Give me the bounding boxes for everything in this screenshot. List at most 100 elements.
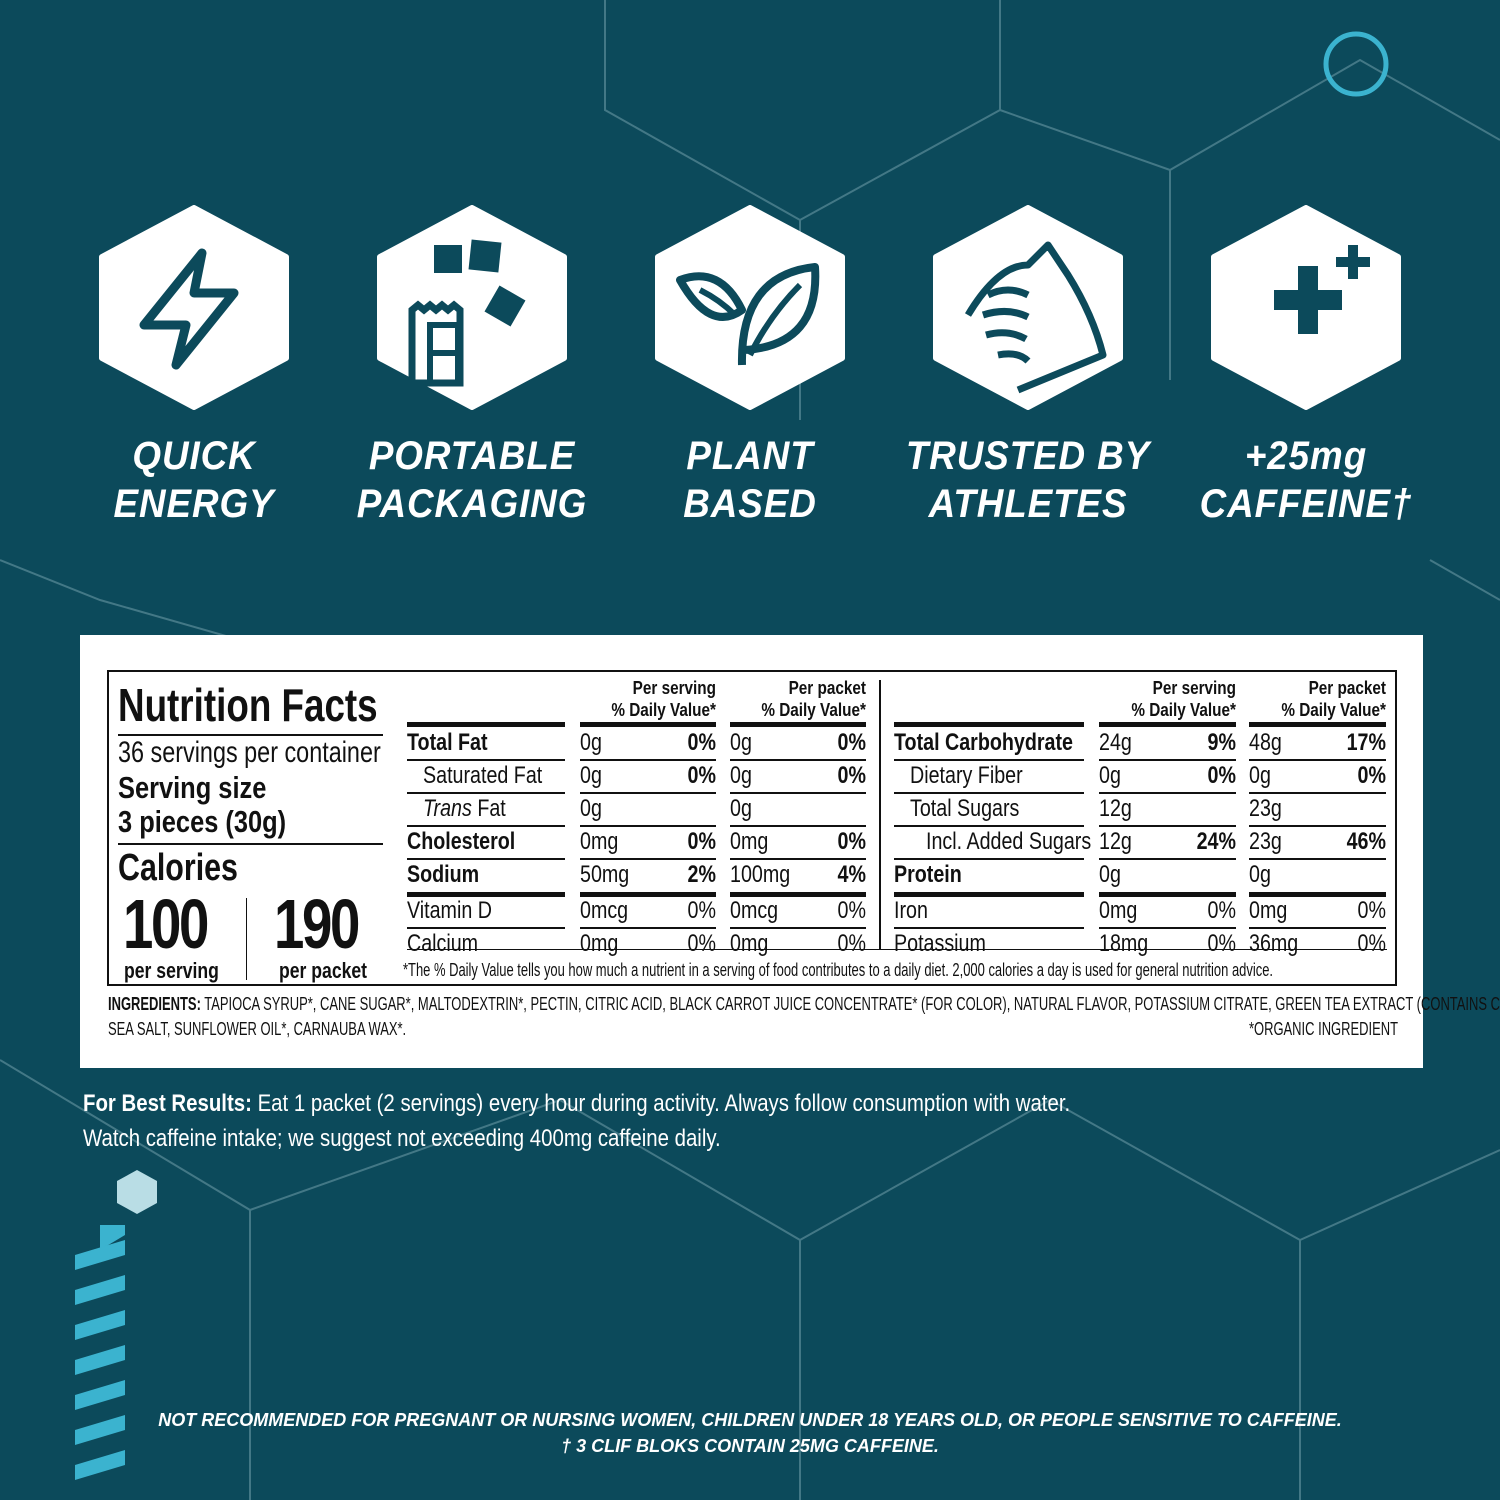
calories-per-packet: 190 <box>274 885 360 963</box>
serving-percent: 9% <box>1207 729 1236 756</box>
row-divider <box>894 927 1084 929</box>
row-divider <box>407 927 565 929</box>
packet-amount: 0g <box>730 762 752 789</box>
per-packet-header: Per packet <box>788 678 866 698</box>
serving-size-label: Serving size <box>118 770 267 805</box>
feature-badge <box>1206 205 1406 410</box>
calories-per-serving-label: per serving <box>124 958 219 983</box>
row-divider <box>1249 892 1386 897</box>
packet-percent: 0% <box>1357 930 1386 957</box>
feature-label: QUICK ENERGY <box>47 432 341 528</box>
best-results-line-2: Watch caffeine intake; we suggest not ex… <box>83 1125 721 1152</box>
ingredients-label: INGREDIENTS: <box>108 994 201 1014</box>
serving-amount: 0g <box>580 762 602 789</box>
nutrition-panel: Nutrition Facts 36 servings per containe… <box>80 635 1500 1068</box>
feature-label: TRUSTED BY ATHLETES <box>881 432 1175 528</box>
best-results-line-1: For Best Results: Eat 1 packet (2 servin… <box>83 1090 1070 1118</box>
packet-amount: 23g <box>1249 795 1282 822</box>
row-divider <box>894 892 1084 897</box>
feature-badge <box>928 205 1128 410</box>
nutrient-label: Total Sugars <box>910 795 1020 822</box>
per-serving-dv-header: % Daily Value* <box>611 700 716 720</box>
feature-label-line: BASED <box>683 482 817 526</box>
nutrient-label: Incl. Added Sugars <box>926 828 1092 855</box>
feature-label-line: ATHLETES <box>928 482 1128 526</box>
feature-label-line: ENERGY <box>113 482 275 526</box>
feature-label-line: +25mg <box>1244 434 1368 478</box>
serving-amount: 0mg <box>580 930 619 957</box>
serving-amount: 24g <box>1099 729 1132 756</box>
packet-percent: 0% <box>1357 897 1386 924</box>
serving-size-value: 3 pieces (30g) <box>118 804 287 839</box>
packet-amount: 0mg <box>730 930 769 957</box>
feature-label-line: TRUSTED BY <box>905 434 1151 478</box>
row-divider <box>1099 892 1236 897</box>
serving-percent: 0% <box>687 897 716 924</box>
row-divider <box>407 792 565 794</box>
per-packet-dv-header: % Daily Value* <box>761 700 866 720</box>
servings-per-container: 36 servings per container <box>118 736 381 769</box>
packet-percent: 0% <box>837 729 866 756</box>
calories-per-serving: 100 <box>123 885 209 963</box>
lightning-bolt-icon <box>139 248 239 370</box>
feature-label-line: PACKAGING <box>356 482 588 526</box>
feature-label: +25mg CAFFEINE† <box>1159 432 1453 528</box>
row-divider <box>730 927 866 929</box>
nutrient-label: Calcium <box>407 930 479 957</box>
caffeine-warning: NOT RECOMMENDED FOR PREGNANT OR NURSING … <box>158 1410 1342 1430</box>
packet-percent: 0% <box>837 828 866 855</box>
nutrient-label: Sodium <box>407 861 480 888</box>
thick-divider <box>894 722 1084 727</box>
hexagon-decoration <box>117 1170 157 1214</box>
nutrient-label: Cholesterol <box>407 828 516 855</box>
nutrient-label: Dietary Fiber <box>910 762 1023 789</box>
serving-amount: 0g <box>580 795 602 822</box>
serving-percent: 0% <box>687 762 716 789</box>
ingredients-text: TAPIOCA SYRUP*, CANE SUGAR*, MALTODEXTRI… <box>204 994 1500 1014</box>
serving-percent: 0% <box>1207 930 1236 957</box>
feature-label-line: QUICK <box>132 434 256 478</box>
row-divider <box>407 892 565 897</box>
row-divider <box>1099 825 1236 827</box>
thick-divider <box>407 722 565 727</box>
packet-amount: 23g <box>1249 828 1282 855</box>
feature-label-line: PORTABLE <box>368 434 576 478</box>
stripe-decoration <box>75 1225 125 1480</box>
row-divider <box>580 825 716 827</box>
caffeine-footnote: † 3 CLIF BLOKS CONTAIN 25MG CAFFEINE. <box>561 1436 939 1456</box>
row-divider <box>580 927 716 929</box>
serving-percent: 0% <box>687 729 716 756</box>
serving-amount: 0mg <box>1099 897 1138 924</box>
daily-value-footnote: *The % Daily Value tells you how much a … <box>403 960 1274 980</box>
row-divider <box>1099 858 1236 860</box>
calories-label: Calories <box>118 847 238 889</box>
serving-amount: 0mg <box>580 828 619 855</box>
row-divider <box>1249 825 1386 827</box>
feature-label: PORTABLE PACKAGING <box>325 432 619 528</box>
row-divider <box>1249 792 1386 794</box>
packet-percent: 17% <box>1346 729 1386 756</box>
row-divider <box>730 792 866 794</box>
nutrient-label: Potassium <box>894 930 986 957</box>
row-divider <box>730 858 866 860</box>
row-divider <box>1249 927 1386 929</box>
serving-amount: 0g <box>1099 762 1121 789</box>
serving-amount: 50mg <box>580 861 630 888</box>
row-divider <box>894 858 1084 860</box>
nutrient-label: Saturated Fat <box>423 762 543 789</box>
row-divider <box>894 759 1084 761</box>
per-serving-header: Per serving <box>632 678 716 698</box>
row-divider <box>894 825 1084 827</box>
row-divider <box>730 825 866 827</box>
row-divider <box>407 825 565 827</box>
packet-percent: 4% <box>837 861 866 888</box>
feature-label-line: CAFFEINE† <box>1199 482 1413 526</box>
serving-amount: 18mg <box>1099 930 1149 957</box>
handshake-icon <box>964 241 1107 394</box>
feature-label: PLANT BASED <box>603 432 897 528</box>
row-divider <box>580 792 716 794</box>
per-packet-dv-header: % Daily Value* <box>1281 700 1386 720</box>
serving-percent: 0% <box>1207 762 1236 789</box>
row-divider <box>894 792 1084 794</box>
